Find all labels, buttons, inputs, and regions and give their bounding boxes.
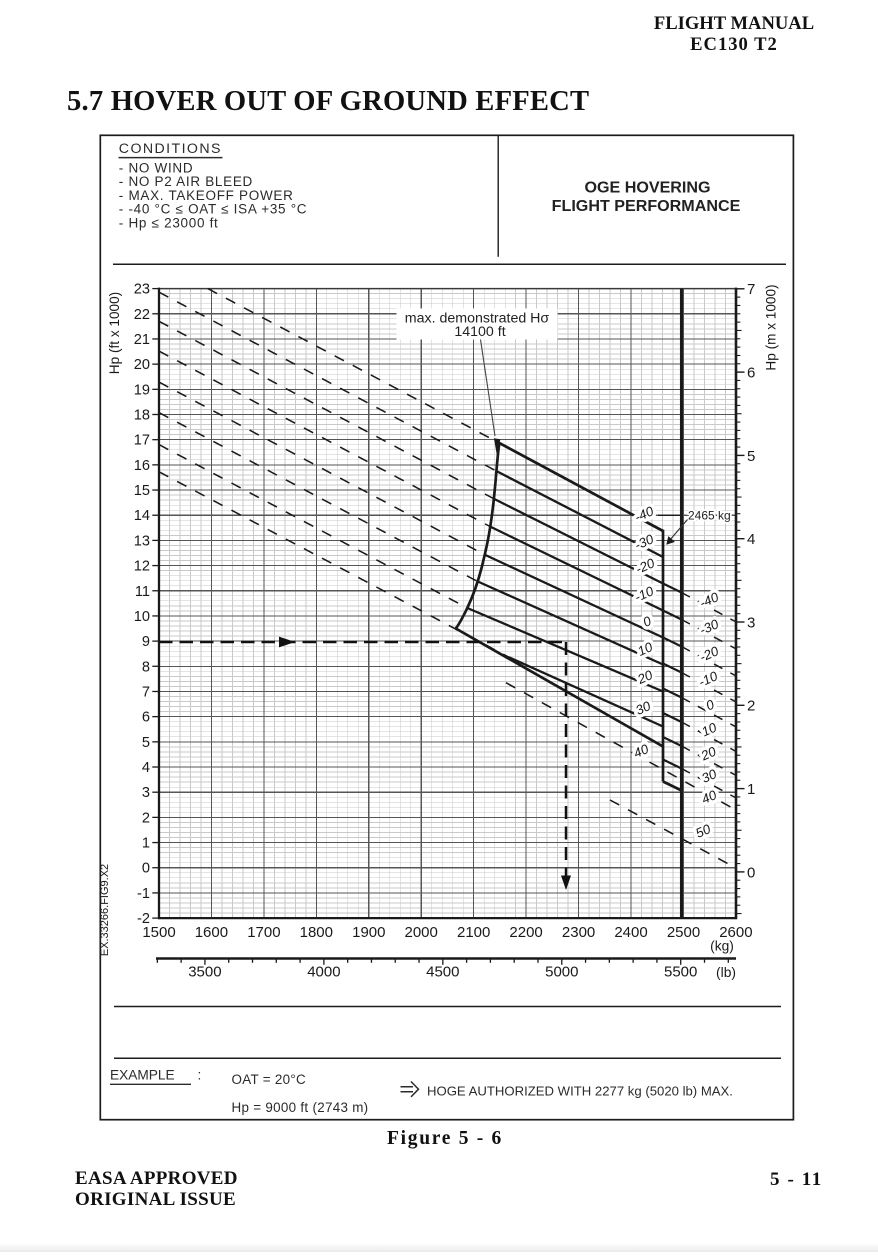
- svg-text:4500: 4500: [426, 964, 459, 981]
- svg-text:1600: 1600: [195, 924, 228, 941]
- svg-text:Hp (ft x 1000): Hp (ft x 1000): [107, 292, 122, 374]
- svg-text:FLIGHT PERFORMANCE: FLIGHT PERFORMANCE: [552, 197, 741, 215]
- svg-text:Hp = 9000 ft (2743 m): Hp = 9000 ft (2743 m): [232, 1100, 369, 1115]
- svg-text:40: 40: [631, 741, 651, 761]
- svg-text:9: 9: [142, 634, 150, 650]
- svg-text:- NO P2 AIR BLEED: - NO P2 AIR BLEED: [119, 174, 253, 189]
- svg-text:40: 40: [699, 787, 719, 807]
- svg-text:12: 12: [134, 559, 150, 575]
- svg-text:3: 3: [142, 785, 150, 801]
- svg-text:(kg): (kg): [710, 939, 734, 954]
- svg-text:7: 7: [142, 684, 150, 700]
- svg-text:15: 15: [134, 483, 150, 499]
- svg-text:2400: 2400: [614, 924, 647, 941]
- svg-text:17: 17: [134, 433, 150, 449]
- svg-text:1: 1: [747, 781, 755, 798]
- svg-text:5: 5: [747, 448, 755, 465]
- svg-text:1700: 1700: [247, 924, 280, 941]
- svg-text:18: 18: [134, 408, 150, 424]
- svg-text:-30: -30: [632, 531, 656, 553]
- svg-text:30: 30: [699, 766, 719, 786]
- svg-text:EXAMPLE: EXAMPLE: [110, 1068, 175, 1083]
- svg-text:-2: -2: [137, 911, 150, 927]
- svg-text:6: 6: [142, 710, 150, 726]
- svg-text:10: 10: [134, 609, 150, 625]
- svg-text:14100 ft: 14100 ft: [454, 324, 505, 340]
- svg-text:4000: 4000: [307, 964, 340, 981]
- svg-text:2000: 2000: [405, 924, 438, 941]
- svg-text:1: 1: [142, 836, 150, 852]
- svg-text:-40: -40: [632, 503, 656, 525]
- svg-text:- NO WIND: - NO WIND: [119, 160, 194, 175]
- svg-text:10: 10: [699, 719, 719, 739]
- svg-text:-1: -1: [137, 886, 150, 902]
- svg-text:2300: 2300: [562, 924, 595, 941]
- svg-text:21: 21: [134, 332, 150, 348]
- svg-text:20: 20: [698, 743, 719, 763]
- svg-text:14: 14: [134, 508, 150, 524]
- svg-text:max. demonstrated Hσ: max. demonstrated Hσ: [405, 311, 550, 327]
- svg-text:2: 2: [142, 810, 150, 826]
- svg-text:3: 3: [747, 614, 755, 631]
- svg-text:11: 11: [135, 584, 150, 600]
- svg-text::: :: [198, 1068, 202, 1083]
- svg-text:2100: 2100: [457, 924, 490, 941]
- svg-text:13: 13: [134, 533, 150, 549]
- svg-text:22: 22: [134, 307, 150, 323]
- svg-text:2465 kg: 2465 kg: [688, 508, 731, 522]
- svg-text:-30: -30: [697, 616, 721, 638]
- svg-text:EX.33266.FIG9.X2: EX.33266.FIG9.X2: [99, 864, 111, 956]
- svg-text:1800: 1800: [300, 924, 333, 941]
- svg-text:6: 6: [747, 365, 755, 382]
- svg-text:-20: -20: [633, 555, 657, 577]
- svg-text:1900: 1900: [352, 924, 385, 941]
- svg-text:4: 4: [142, 760, 150, 776]
- svg-text:CONDITIONS: CONDITIONS: [119, 141, 222, 157]
- svg-text:5: 5: [142, 735, 150, 751]
- svg-text:7: 7: [747, 281, 755, 298]
- svg-text:4: 4: [747, 531, 755, 548]
- svg-text:-10: -10: [632, 583, 656, 605]
- svg-text:2200: 2200: [509, 924, 542, 941]
- svg-text:2500: 2500: [667, 924, 700, 941]
- svg-text:23: 23: [134, 282, 150, 298]
- svg-text:19: 19: [134, 382, 150, 398]
- svg-text:5500: 5500: [664, 964, 697, 981]
- svg-text:HOGE AUTHORIZED WITH 2277 kg (: HOGE AUTHORIZED WITH 2277 kg (5020 lb) M…: [427, 1084, 733, 1099]
- svg-text:0: 0: [747, 864, 755, 881]
- svg-text:- -40 °C ≤ OAT ≤ ISA +35 °C: - -40 °C ≤ OAT ≤ ISA +35 °C: [119, 202, 307, 217]
- svg-text:2600: 2600: [719, 924, 752, 941]
- svg-text:-40: -40: [697, 589, 721, 611]
- svg-text:0: 0: [142, 861, 150, 877]
- svg-text:(lb): (lb): [716, 965, 736, 980]
- svg-text:16: 16: [134, 458, 150, 474]
- svg-text:Hp (m x 1000): Hp (m x 1000): [764, 284, 779, 370]
- svg-text:1500: 1500: [142, 924, 175, 941]
- svg-text:5000: 5000: [545, 964, 578, 981]
- svg-text:OAT = 20°C: OAT = 20°C: [232, 1072, 306, 1087]
- svg-text:OGE HOVERING: OGE HOVERING: [584, 179, 710, 197]
- svg-text:20: 20: [134, 357, 150, 373]
- svg-text:3500: 3500: [188, 964, 221, 981]
- svg-text:- MAX. TAKEOFF POWER: - MAX. TAKEOFF POWER: [119, 188, 294, 203]
- svg-text:- Hp ≤ 23000 ft: - Hp ≤ 23000 ft: [119, 216, 219, 231]
- svg-text:2: 2: [747, 698, 755, 715]
- svg-text:8: 8: [142, 659, 150, 675]
